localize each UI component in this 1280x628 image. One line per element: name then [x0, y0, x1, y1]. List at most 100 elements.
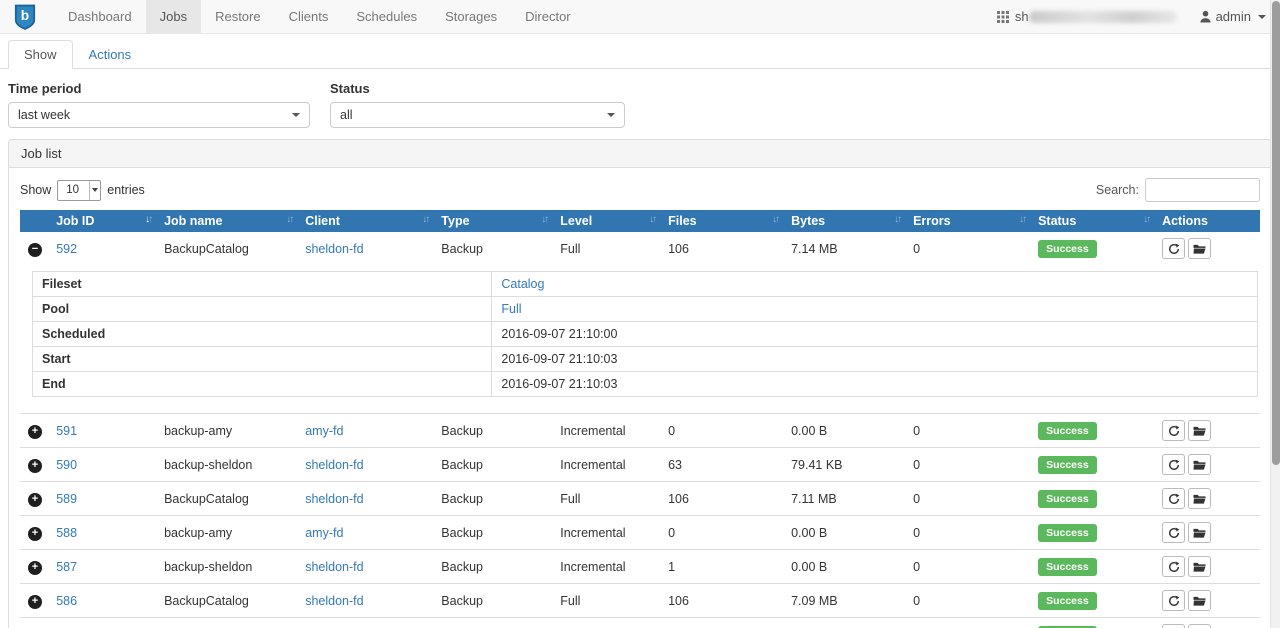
job-log-button[interactable]: [1188, 556, 1211, 577]
entries-value: 10: [66, 184, 79, 196]
expand-cell: +: [20, 516, 48, 550]
column-header-job-name[interactable]: Job name↓↑: [156, 210, 297, 232]
client-link[interactable]: amy-fd: [305, 424, 343, 438]
column-header-actions: Actions: [1154, 210, 1260, 232]
rerun-job-button[interactable]: [1162, 488, 1185, 509]
tab-actions[interactable]: Actions: [73, 40, 148, 69]
job-id-link[interactable]: 591: [56, 424, 77, 438]
rerun-job-button[interactable]: [1162, 238, 1185, 259]
job-id-cell: 589: [48, 482, 156, 516]
scrollbar-thumb[interactable]: [1272, 1, 1280, 465]
column-header-files[interactable]: Files↓↑: [660, 210, 783, 232]
job-log-button[interactable]: [1188, 238, 1211, 259]
entries-select[interactable]: 10: [57, 180, 101, 201]
job-name-cell: backup-amy: [156, 516, 297, 550]
job-table-header-row: Job ID↓↑Job name↓↑Client↓↑Type↓↑Level↓↑F…: [20, 210, 1260, 232]
rerun-job-button[interactable]: [1162, 556, 1185, 577]
user-menu[interactable]: admin: [1199, 9, 1266, 24]
job-log-button[interactable]: [1188, 454, 1211, 475]
expand-row-button[interactable]: +: [28, 425, 42, 439]
column-header-job-id[interactable]: Job ID↓↑: [48, 210, 156, 232]
tab-show[interactable]: Show: [8, 40, 73, 69]
rerun-job-button[interactable]: [1162, 454, 1185, 475]
host-indicator: sh: [1015, 9, 1177, 24]
expand-row-button[interactable]: +: [28, 493, 42, 507]
type-cell: Backup: [433, 584, 552, 618]
time-period-label: Time period: [8, 81, 310, 96]
nav-item-storages[interactable]: Storages: [431, 0, 511, 33]
client-cell: sheldon-fd: [297, 448, 433, 482]
search-control: Search:: [1096, 178, 1260, 202]
detail-value-link[interactable]: Catalog: [501, 277, 544, 291]
level-cell: Full: [552, 584, 660, 618]
bareos-logo[interactable]: b: [0, 0, 54, 33]
status-badge: Success: [1038, 490, 1097, 508]
column-header-status[interactable]: Status↓↑: [1030, 210, 1154, 232]
sort-icon: ↓↑: [1019, 214, 1025, 225]
detail-value-cell: 2016-09-07 21:10:00: [492, 322, 1258, 347]
time-period-select[interactable]: last week: [8, 102, 310, 128]
bytes-cell: 7.11 MB: [783, 482, 905, 516]
expand-row-button[interactable]: +: [28, 561, 42, 575]
folder-open-icon: [1193, 493, 1206, 505]
client-link[interactable]: sheldon-fd: [305, 594, 363, 608]
expand-cell: +: [20, 584, 48, 618]
status-cell: Success: [1030, 232, 1154, 265]
rerun-icon: [1168, 243, 1180, 255]
folder-open-icon: [1193, 527, 1206, 539]
rerun-job-button[interactable]: [1162, 420, 1185, 441]
user-icon: [1199, 10, 1212, 23]
nav-item-schedules[interactable]: Schedules: [342, 0, 431, 33]
expand-row-button[interactable]: +: [28, 527, 42, 541]
actions-cell: [1154, 232, 1260, 265]
folder-open-icon: [1193, 561, 1206, 573]
detail-value-link[interactable]: Full: [501, 302, 521, 316]
chevron-down-icon: [89, 181, 100, 200]
job-id-link[interactable]: 586: [56, 594, 77, 608]
detail-row: PoolFull: [33, 297, 1258, 322]
job-log-button[interactable]: [1188, 522, 1211, 543]
job-id-link[interactable]: 592: [56, 242, 77, 256]
type-cell: Backup: [433, 618, 552, 628]
job-detail-row: FilesetCatalogPoolFullScheduled2016-09-0…: [20, 265, 1260, 414]
client-link[interactable]: sheldon-fd: [305, 458, 363, 472]
client-link[interactable]: sheldon-fd: [305, 560, 363, 574]
column-header-bytes[interactable]: Bytes↓↑: [783, 210, 905, 232]
files-cell: 63: [660, 448, 783, 482]
job-id-link[interactable]: 589: [56, 492, 77, 506]
column-header-level[interactable]: Level↓↑: [552, 210, 660, 232]
expand-row-button[interactable]: +: [28, 595, 42, 609]
job-id-link[interactable]: 590: [56, 458, 77, 472]
collapse-row-button[interactable]: −: [28, 243, 42, 257]
job-log-button[interactable]: [1188, 624, 1211, 628]
column-header-type[interactable]: Type↓↑: [433, 210, 552, 232]
rerun-job-button[interactable]: [1162, 522, 1185, 543]
rerun-job-button[interactable]: [1162, 590, 1185, 611]
nav-item-jobs[interactable]: Jobs: [146, 0, 201, 33]
nav-item-director[interactable]: Director: [511, 0, 585, 33]
client-link[interactable]: sheldon-fd: [305, 492, 363, 506]
client-link[interactable]: amy-fd: [305, 526, 343, 540]
expand-row-button[interactable]: +: [28, 459, 42, 473]
job-name-cell: backup-sheldon: [156, 550, 297, 584]
rerun-job-button[interactable]: [1162, 624, 1185, 628]
nav-item-dashboard[interactable]: Dashboard: [54, 0, 146, 33]
nav-item-clients[interactable]: Clients: [275, 0, 343, 33]
nav-item-restore[interactable]: Restore: [201, 0, 275, 33]
column-header-errors[interactable]: Errors↓↑: [905, 210, 1030, 232]
expand-cell: +: [20, 482, 48, 516]
job-id-link[interactable]: 588: [56, 526, 77, 540]
detail-label: Fileset: [33, 272, 492, 297]
job-id-cell: 592: [48, 232, 156, 265]
search-input[interactable]: [1145, 178, 1260, 202]
client-cell: sheldon-fd: [297, 482, 433, 516]
job-log-button[interactable]: [1188, 590, 1211, 611]
status-select[interactable]: all: [330, 102, 625, 128]
level-cell: Incremental: [552, 550, 660, 584]
column-header-client[interactable]: Client↓↑: [297, 210, 433, 232]
job-log-button[interactable]: [1188, 420, 1211, 441]
job-log-button[interactable]: [1188, 488, 1211, 509]
job-id-link[interactable]: 587: [56, 560, 77, 574]
client-link[interactable]: sheldon-fd: [305, 242, 363, 256]
apps-grid-icon[interactable]: [997, 11, 1009, 23]
